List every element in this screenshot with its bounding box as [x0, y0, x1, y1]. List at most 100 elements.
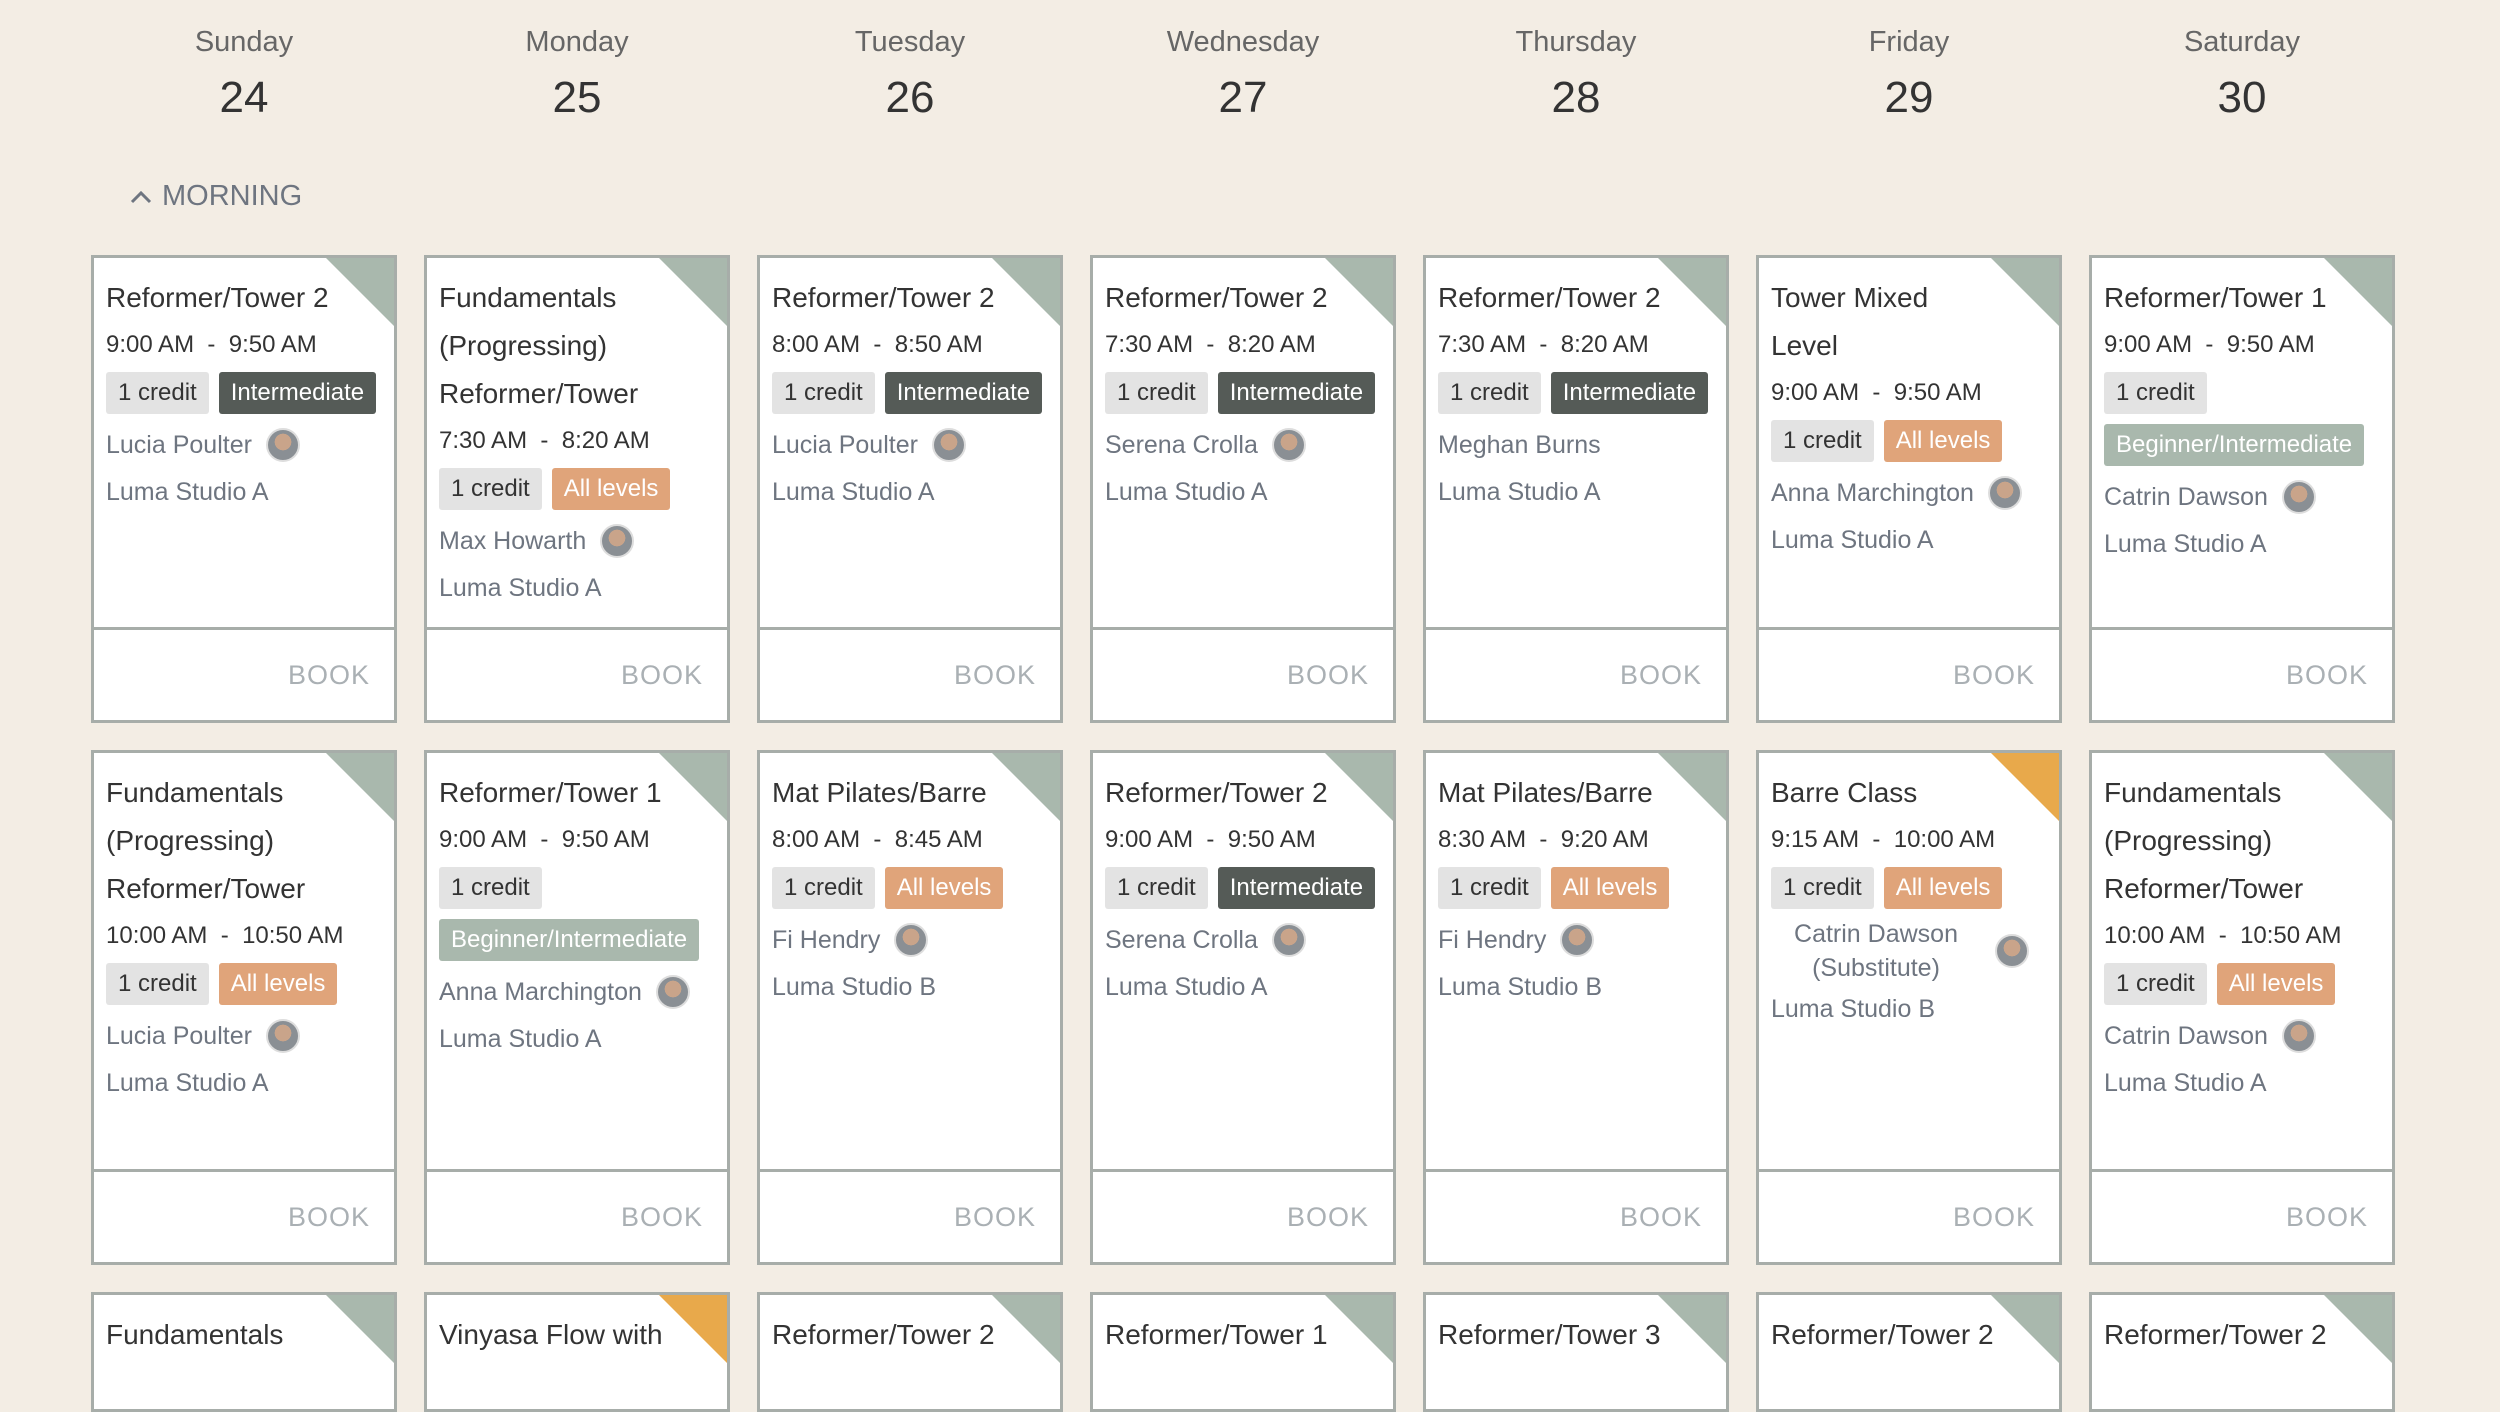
- book-button[interactable]: BOOK: [2092, 1169, 2392, 1262]
- badge-group: 1 credit Intermediate: [106, 372, 382, 414]
- class-card[interactable]: Reformer/Tower 1 9:00 AM - 9:50 AM 1 credi…: [424, 750, 730, 1265]
- card-info: Tower Mixed Level 9:00 AM - 9:50 AM 1 cred…: [1759, 258, 2059, 627]
- class-card[interactable]: Fundamentals: [91, 1292, 397, 1412]
- location: Luma Studio B: [1438, 973, 1602, 1001]
- class-title: Reformer/Tower 2: [1438, 282, 1661, 313]
- class-card[interactable]: Tower Mixed Level 9:00 AM - 9:50 AM 1 cred…: [1756, 255, 2062, 723]
- book-button[interactable]: BOOK: [427, 1169, 727, 1262]
- book-button[interactable]: BOOK: [760, 1169, 1060, 1262]
- book-button[interactable]: BOOK: [1426, 627, 1726, 720]
- card-info: Reformer/Tower 2 7:30 AM - 8:20 AM 1 credi…: [1093, 258, 1393, 627]
- corner-flag: [992, 753, 1060, 821]
- class-card[interactable]: Reformer/Tower 2 8:00 AM - 8:50 AM 1 credi…: [757, 255, 1063, 723]
- card-info: Fundamentals (Progressing) Reformer/Towe…: [94, 753, 394, 1169]
- day-name: Wednesday: [1166, 26, 1320, 58]
- day-name: Saturday: [2183, 26, 2301, 58]
- level-badge: All levels: [2216, 963, 2336, 1005]
- class-time: 9:00 AM - 9:50 AM: [106, 331, 317, 358]
- instructor: Fi Hendry: [1438, 917, 1714, 963]
- class-title: Barre Class: [1771, 777, 1918, 808]
- card-info: Reformer/Tower 2: [1759, 1295, 2059, 1409]
- book-button[interactable]: BOOK: [427, 627, 727, 720]
- class-card[interactable]: Reformer/Tower 2 9:00 AM - 9:50 AM 1 credi…: [91, 255, 397, 723]
- class-time: 9:00 AM - 9:50 AM: [2104, 331, 2315, 358]
- card-info: Reformer/Tower 2 9:00 AM - 9:50 AM 1 credi…: [1093, 753, 1393, 1169]
- location: Luma Studio B: [772, 973, 936, 1001]
- day-date: 26: [885, 73, 935, 122]
- day-header: Saturday 30: [2089, 26, 2395, 123]
- book-button[interactable]: BOOK: [760, 627, 1060, 720]
- level-badge: Intermediate: [1217, 372, 1376, 414]
- day-header: Friday 29: [1756, 26, 2062, 123]
- class-card[interactable]: Reformer/Tower 2 7:30 AM - 8:20 AM 1 credi…: [1090, 255, 1396, 723]
- class-card[interactable]: Fundamentals (Progressing) Reformer/Towe…: [2089, 750, 2395, 1265]
- credit-badge: 1 credit: [2104, 963, 2207, 1005]
- class-card[interactable]: Reformer/Tower 2: [2089, 1292, 2395, 1412]
- class-card[interactable]: Mat Pilates/Barre 8:30 AM - 9:20 AM 1 cred…: [1423, 750, 1729, 1265]
- credit-badge: 1 credit: [772, 867, 875, 909]
- book-button[interactable]: BOOK: [94, 627, 394, 720]
- book-button[interactable]: BOOK: [1093, 1169, 1393, 1262]
- location: Luma Studio A: [1771, 526, 1934, 554]
- book-button[interactable]: BOOK: [94, 1169, 394, 1262]
- book-button[interactable]: BOOK: [1426, 1169, 1726, 1262]
- class-title: Fundamentals (Progressing) Reformer/Towe…: [2104, 777, 2304, 904]
- instructor: Lucia Poulter: [106, 1013, 382, 1059]
- badge-group: 1 credit All levels: [1771, 867, 2047, 909]
- instructor-name: Fi Hendry: [772, 926, 881, 954]
- card-info: Reformer/Tower 2 9:00 AM - 9:50 AM 1 credi…: [94, 258, 394, 627]
- location: Luma Studio A: [106, 478, 269, 506]
- instructor-avatar: [1987, 476, 2022, 510]
- card-info: Reformer/Tower 3: [1426, 1295, 1726, 1409]
- instructor-name: Meghan Burns: [1438, 431, 1601, 459]
- class-card[interactable]: Reformer/Tower 1: [1090, 1292, 1396, 1412]
- class-time: 9:00 AM - 9:50 AM: [439, 826, 650, 853]
- class-title: Reformer/Tower 2: [1771, 1319, 1994, 1350]
- corner-flag: [1325, 1295, 1393, 1363]
- card-info: Fundamentals: [94, 1295, 394, 1409]
- credit-badge: 1 credit: [439, 867, 542, 909]
- badge-group: 1 credit All levels: [1771, 420, 2047, 462]
- book-button[interactable]: BOOK: [2092, 627, 2392, 720]
- badge-group: 1 credit Intermediate: [1438, 372, 1714, 414]
- location: Luma Studio A: [2104, 1069, 2267, 1097]
- day-header-row: Sunday 24 Monday 25 Tuesday 26 Wednesday 27 Thur…: [91, 26, 2395, 123]
- book-button[interactable]: BOOK: [1759, 627, 2059, 720]
- class-card[interactable]: Barre Class 9:15 AM - 10:00 AM 1 credit All…: [1756, 750, 2062, 1265]
- location: Luma Studio A: [1105, 973, 1268, 1001]
- corner-flag: [326, 258, 394, 326]
- class-card[interactable]: Reformer/Tower 2: [1756, 1292, 2062, 1412]
- class-card[interactable]: Fundamentals (Progressing) Reformer/Towe…: [91, 750, 397, 1265]
- class-card[interactable]: Fundamentals (Progressing) Reformer/Towe…: [424, 255, 730, 723]
- instructor: Lucia Poulter: [772, 422, 1048, 468]
- class-title: Mat Pilates/Barre: [1438, 777, 1653, 808]
- badge-group: 1 credit Intermediate: [1105, 372, 1381, 414]
- class-card[interactable]: Mat Pilates/Barre 8:00 AM - 8:45 AM 1 cred…: [757, 750, 1063, 1265]
- instructor-name: Anna Marchington: [1771, 479, 1974, 507]
- badge-group: 1 credit All levels: [1438, 867, 1714, 909]
- class-card[interactable]: Reformer/Tower 3: [1423, 1292, 1729, 1412]
- class-card[interactable]: Reformer/Tower 2: [757, 1292, 1063, 1412]
- instructor-avatar: [265, 428, 300, 462]
- class-card[interactable]: Reformer/Tower 2 9:00 AM - 9:50 AM 1 credi…: [1090, 750, 1396, 1265]
- badge-group: 1 credit Beginner/Intermediate: [439, 867, 715, 961]
- section-toggle[interactable]: MORNING: [130, 180, 302, 213]
- instructor-name: Lucia Poulter: [772, 431, 918, 459]
- card-info: Reformer/Tower 1: [1093, 1295, 1393, 1409]
- class-time: 7:30 AM - 8:20 AM: [1438, 331, 1649, 358]
- class-card[interactable]: Reformer/Tower 1 9:00 AM - 9:50 AM 1 credi…: [2089, 255, 2395, 723]
- class-title: Reformer/Tower 2: [1105, 282, 1328, 313]
- class-card[interactable]: Reformer/Tower 2 7:30 AM - 8:20 AM 1 credi…: [1423, 255, 1729, 723]
- day-date: 25: [552, 73, 602, 122]
- day-date: 29: [1884, 73, 1934, 122]
- badge-group: 1 credit All levels: [2104, 963, 2380, 1005]
- book-button[interactable]: BOOK: [1759, 1169, 2059, 1262]
- book-button[interactable]: BOOK: [1093, 627, 1393, 720]
- class-title: Reformer/Tower 2: [106, 282, 329, 313]
- class-title: Reformer/Tower 1: [439, 777, 662, 808]
- instructor-avatar: [655, 975, 690, 1009]
- instructor: Serena Crolla: [1105, 422, 1381, 468]
- instructor-name: Anna Marchington: [439, 978, 642, 1006]
- credit-badge: 1 credit: [1438, 372, 1541, 414]
- class-card[interactable]: Vinyasa Flow with: [424, 1292, 730, 1412]
